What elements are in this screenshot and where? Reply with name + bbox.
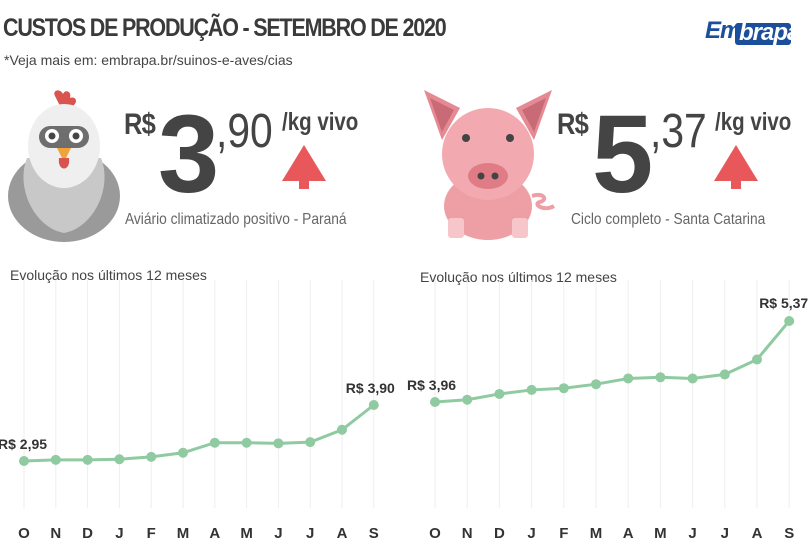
data-point bbox=[752, 354, 762, 365]
data-point bbox=[273, 438, 284, 449]
chicken-chart-title: Evolução nos últimos 12 meses bbox=[10, 267, 207, 283]
chicken-description: Aviário climatizado positivo - Paraná bbox=[125, 211, 347, 228]
x-tick-label: O bbox=[429, 525, 441, 542]
x-tick-label: A bbox=[209, 525, 220, 542]
x-tick-label: D bbox=[82, 525, 93, 542]
pig-currency: R$ bbox=[557, 108, 589, 141]
x-tick-label: M bbox=[590, 525, 603, 542]
pig-series-line bbox=[434, 320, 791, 404]
data-point bbox=[784, 316, 795, 326]
x-tick-label: F bbox=[559, 525, 568, 542]
x-tick-label: J bbox=[688, 525, 696, 542]
pig-up-arrow-icon bbox=[714, 145, 758, 189]
data-point bbox=[687, 373, 698, 384]
chicken-series-line bbox=[23, 403, 375, 463]
chicken-price-integer: 3 bbox=[158, 93, 219, 216]
chicken-icon bbox=[8, 90, 120, 242]
data-point bbox=[50, 454, 61, 465]
x-tick-label: F bbox=[147, 525, 156, 542]
chicken-price-unit: /kg vivo bbox=[282, 108, 359, 136]
x-tick-label: N bbox=[462, 525, 473, 542]
embrapa-logo: brapa Em bbox=[705, 17, 800, 46]
data-point bbox=[655, 372, 666, 383]
x-tick-label: S bbox=[784, 525, 794, 542]
data-point bbox=[462, 394, 473, 405]
chicken-price-decimal: ,90 bbox=[216, 105, 273, 158]
x-tick-label: A bbox=[752, 525, 763, 542]
data-point bbox=[368, 400, 379, 410]
pig-price-unit: /kg vivo bbox=[715, 108, 792, 136]
data-label: R$ 5,37 bbox=[759, 295, 808, 311]
data-point bbox=[178, 447, 188, 458]
data-point bbox=[558, 383, 569, 394]
data-point bbox=[82, 454, 93, 465]
chicken-up-arrow-icon bbox=[282, 145, 326, 189]
x-tick-label: M bbox=[654, 525, 667, 542]
chicken-cost-chart: O N D J F M A M J J A S R$ 2,95 R$ 3,90 bbox=[0, 280, 400, 550]
data-point bbox=[623, 373, 634, 384]
source-note: *Veja mais em: embrapa.br/suinos-e-aves/… bbox=[4, 52, 293, 68]
x-tick-label: A bbox=[337, 525, 348, 542]
data-point bbox=[719, 369, 730, 380]
x-tick-label: S bbox=[369, 525, 379, 542]
data-point bbox=[305, 437, 316, 448]
pig-description: Ciclo completo - Santa Catarina bbox=[571, 211, 766, 228]
chicken-currency: R$ bbox=[124, 108, 156, 141]
x-tick-label: M bbox=[240, 525, 253, 542]
x-tick-label: O bbox=[18, 525, 30, 542]
data-point bbox=[494, 388, 505, 399]
pig-price-decimal: ,37 bbox=[650, 105, 707, 158]
pig-cost-chart: O N D J F M A M J J A S R$ 3,96 R$ 5,37 bbox=[407, 280, 810, 550]
page-title: CUSTOS DE PRODUÇÃO - SETEMBRO DE 2020 bbox=[3, 14, 447, 42]
data-label: R$ 2,95 bbox=[0, 436, 47, 452]
x-tick-label: J bbox=[527, 525, 535, 542]
x-tick-label: N bbox=[50, 525, 61, 542]
x-tick-label: J bbox=[306, 525, 314, 542]
x-tick-label: D bbox=[494, 525, 505, 542]
data-point bbox=[209, 437, 220, 448]
data-point bbox=[241, 437, 252, 448]
data-point bbox=[114, 454, 125, 465]
data-point bbox=[19, 456, 29, 466]
x-tick-label: A bbox=[623, 525, 634, 542]
pig-price-integer: 5 bbox=[592, 93, 653, 216]
x-tick-label: J bbox=[721, 525, 729, 542]
x-tick-label: M bbox=[177, 525, 190, 542]
x-tick-label: J bbox=[274, 525, 282, 542]
data-point bbox=[146, 451, 157, 462]
pig-chart-title: Evolução nos últimos 12 meses bbox=[420, 269, 617, 285]
x-tick-label: J bbox=[115, 525, 123, 542]
data-point bbox=[526, 384, 537, 395]
data-label: R$ 3,90 bbox=[346, 380, 395, 396]
pig-icon bbox=[424, 90, 556, 240]
data-label: R$ 3,96 bbox=[407, 377, 456, 393]
data-point bbox=[337, 424, 347, 435]
data-point bbox=[430, 397, 440, 407]
data-point bbox=[591, 379, 601, 390]
